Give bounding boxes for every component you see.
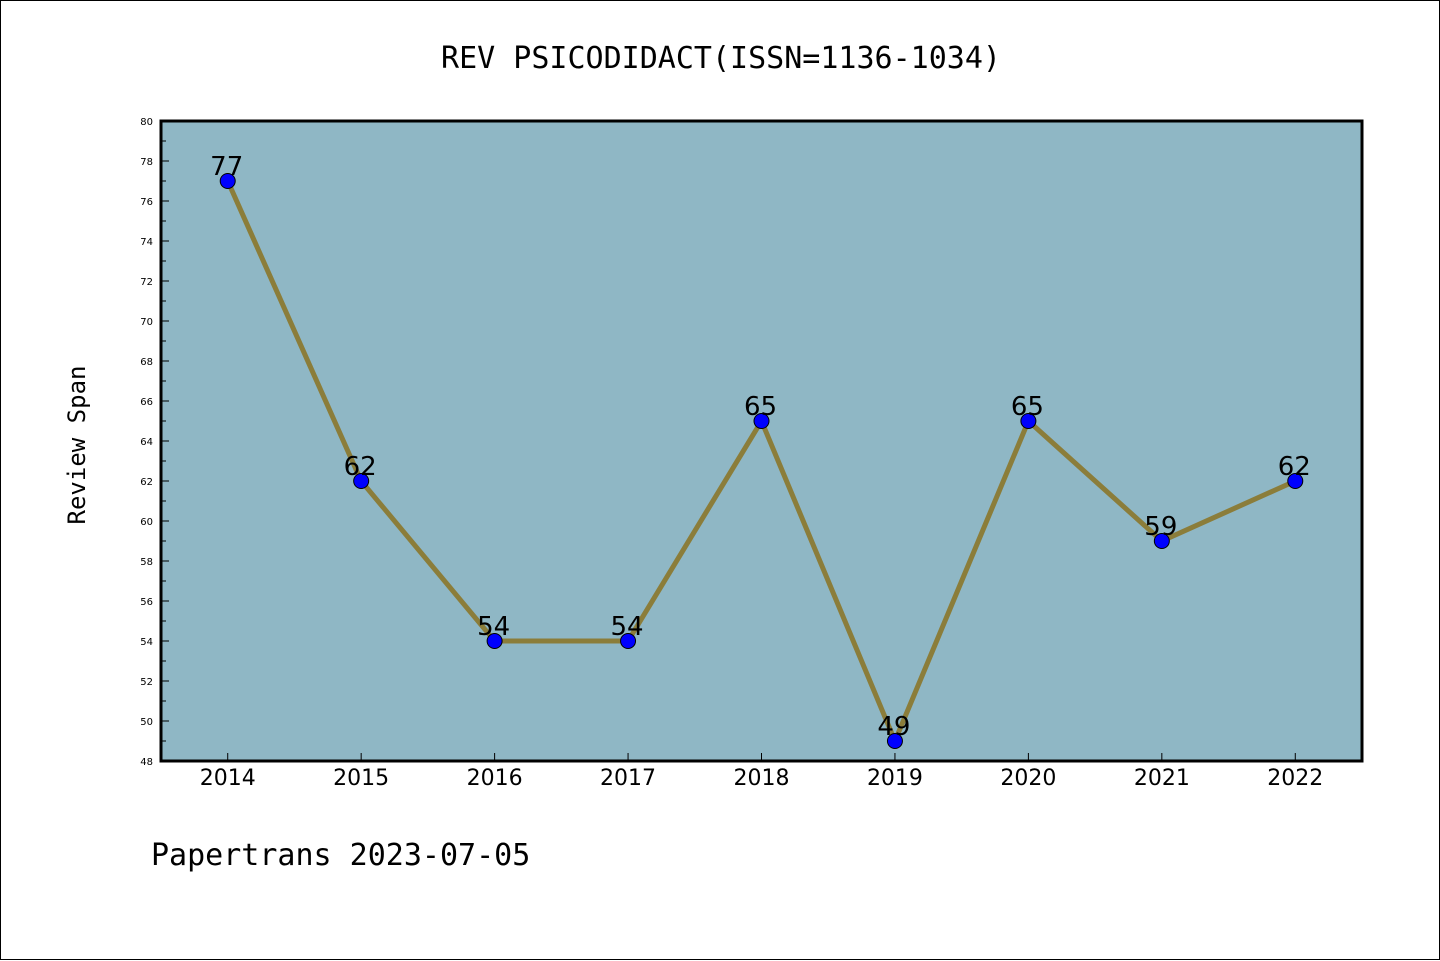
- x-tick-label: 2020: [1000, 766, 1056, 791]
- y-tick-label: 58: [140, 557, 153, 568]
- y-tick-label: 66: [140, 397, 153, 408]
- y-tick-label: 72: [140, 277, 153, 288]
- data-point: [1020, 413, 1037, 429]
- x-tick-label: 2017: [600, 766, 656, 791]
- x-tick-label: 2018: [734, 766, 790, 791]
- data-point: [1287, 473, 1304, 489]
- series: [219, 173, 1304, 749]
- x-tick-label: 2016: [467, 766, 523, 791]
- footer-text: Papertrans 2023-07-05: [151, 838, 530, 873]
- y-tick-label: 78: [140, 157, 153, 168]
- y-tick-label: 76: [140, 197, 153, 208]
- data-point: [886, 733, 903, 749]
- y-tick-label: 60: [140, 517, 153, 528]
- data-label: 77: [210, 152, 243, 182]
- data-label: 59: [1144, 512, 1177, 542]
- y-tick-label: 50: [140, 717, 153, 728]
- data-label: 62: [344, 452, 377, 482]
- data-point: [1153, 533, 1170, 549]
- plot-border: [159, 119, 1364, 763]
- y-tick-label: 74: [140, 237, 153, 248]
- data-point: [486, 633, 503, 649]
- x-tick-label: 2014: [200, 766, 256, 791]
- data-point: [753, 413, 770, 429]
- y-tick-label: 64: [140, 437, 153, 448]
- data-labels: 77 62 54 54 65 49 65 59 62: [210, 152, 1311, 742]
- y-tick-label: 54: [140, 637, 153, 648]
- data-label: 65: [744, 392, 777, 422]
- y-tick-label: 48: [140, 757, 153, 768]
- y-tick-label: 62: [140, 477, 153, 488]
- x-tick-label: 2022: [1267, 766, 1323, 791]
- data-label: 54: [611, 612, 644, 642]
- y-tick-label: 70: [140, 317, 153, 328]
- x-tick-label: 2021: [1134, 766, 1190, 791]
- y-tick-label: 68: [140, 357, 153, 368]
- y-tick-label: 56: [140, 597, 153, 608]
- data-point: [353, 473, 370, 489]
- x-tick-label: 2019: [867, 766, 923, 791]
- x-axis: 2014 2015 2016 2017 2018 2019 2020 2021 2022: [200, 753, 1323, 791]
- data-label: 49: [877, 712, 910, 742]
- y-axis-label: Review Span: [63, 366, 91, 525]
- data-label: 54: [477, 612, 510, 642]
- data-label: 62: [1278, 452, 1311, 482]
- y-tick-label: 52: [140, 677, 153, 688]
- y-tick-label: 80: [140, 117, 153, 128]
- x-tick-label: 2015: [333, 766, 389, 791]
- data-label: 65: [1011, 392, 1044, 422]
- data-point: [620, 633, 637, 649]
- chart-title: REV PSICODIDACT(ISSN=1136-1034): [441, 41, 1001, 76]
- data-point: [219, 173, 236, 189]
- plot-area: [161, 121, 1362, 761]
